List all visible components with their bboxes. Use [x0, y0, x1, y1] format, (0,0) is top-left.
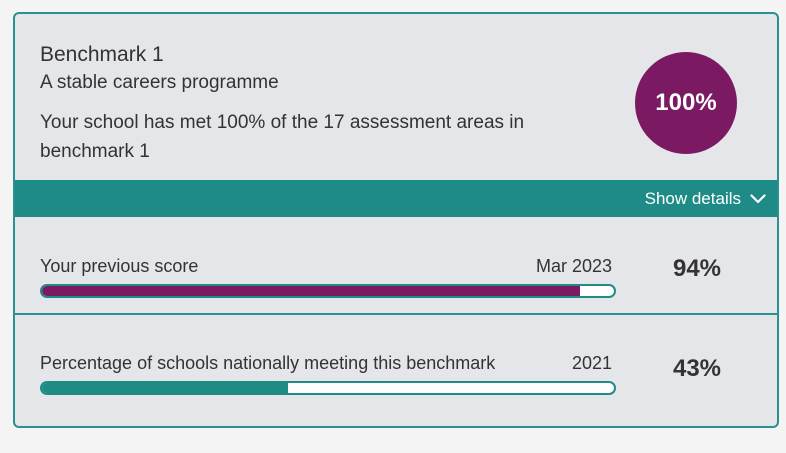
- show-details-toggle[interactable]: Show details: [15, 180, 777, 217]
- national-percentage-row: Percentage of schools nationally meeting…: [15, 313, 777, 411]
- row-value: 94%: [672, 255, 722, 282]
- row-label: Your previous score: [40, 256, 199, 276]
- score-value: 100%: [655, 89, 717, 116]
- benchmark-header: Benchmark 1 A stable careers programme Y…: [15, 14, 777, 180]
- show-details-label: Show details: [644, 188, 741, 208]
- benchmark-subtitle: A stable careers programme: [40, 72, 279, 93]
- row-value: 43%: [672, 355, 722, 382]
- previous-score-row: Your previous score Mar 2023 94%: [15, 217, 777, 313]
- progress-bar: [40, 381, 616, 395]
- progress-bar: [40, 284, 616, 298]
- score-badge: 100%: [635, 52, 737, 154]
- benchmark-description: Your school has met 100% of the 17 asses…: [40, 112, 525, 162]
- row-label: Percentage of schools nationally meeting…: [40, 353, 496, 373]
- row-date: 2021: [571, 353, 612, 373]
- chevron-down-icon: [749, 190, 767, 208]
- benchmark-title: Benchmark 1: [40, 43, 164, 66]
- benchmark-card: Benchmark 1 A stable careers programme Y…: [13, 12, 779, 428]
- progress-bar-fill: [42, 286, 580, 296]
- progress-bar-fill: [42, 383, 288, 393]
- row-date: Mar 2023: [535, 256, 612, 276]
